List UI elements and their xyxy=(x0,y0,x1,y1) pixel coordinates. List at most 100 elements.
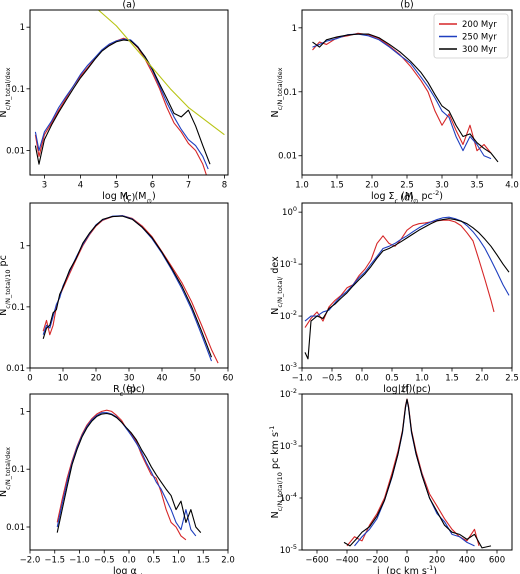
x-tick-label: 0.5 xyxy=(147,556,161,566)
x-tick-label: 40 xyxy=(157,374,168,384)
x-tick-label: −200 xyxy=(365,556,388,566)
y-tick-label: 0.1 xyxy=(11,465,25,475)
series-line-250-myr xyxy=(312,33,492,160)
y-tick-label: 10-5 xyxy=(280,543,297,556)
series-line-300-myr xyxy=(42,215,213,358)
plot-frame xyxy=(301,202,513,369)
y-axis-label: Nc/N_total/dex xyxy=(270,67,284,117)
x-tick-label: 0.0 xyxy=(122,556,136,566)
x-tick-label: 4 xyxy=(78,181,83,191)
x-tick-label: 3.5 xyxy=(470,181,484,191)
series-line-250-myr xyxy=(56,412,197,537)
y-axis-label: Nc/N_total/ dex xyxy=(270,256,284,315)
y-tick-label: 10-2 xyxy=(280,387,297,400)
series-line-300-myr xyxy=(34,39,211,165)
x-tick-label: 600 xyxy=(489,556,505,566)
y-axis-label: Nc/N_total/dex xyxy=(0,67,12,117)
series-line-200-myr xyxy=(346,398,480,547)
x-tick-label: 0.5 xyxy=(385,374,399,384)
y-tick-label: 10-3 xyxy=(280,361,297,374)
y-tick-label: 10-2 xyxy=(280,309,297,322)
y-tick-label: 10-1 xyxy=(280,257,297,270)
x-tick-label: 0 xyxy=(404,556,409,566)
y-tick-label: 1 xyxy=(20,242,25,252)
plot-frame xyxy=(29,9,229,176)
panel-title: (a) xyxy=(122,0,135,11)
x-tick-label: 2.0 xyxy=(365,181,379,191)
x-tick-label: −1.5 xyxy=(44,556,65,566)
series-line-300-myr xyxy=(312,33,499,163)
x-tick-label: 1.5 xyxy=(330,181,344,191)
x-tick-label: 60 xyxy=(223,374,234,384)
y-tick-label: 0.1 xyxy=(11,85,25,95)
x-tick-label: 6 xyxy=(150,181,155,191)
y-tick-label: 0.01 xyxy=(6,523,25,533)
x-tick-label: 10 xyxy=(58,374,69,384)
plot-frame xyxy=(29,393,229,551)
panel-d: −1.0 −0.5 0.0 0.5 1.0 1.5 2.0 2.5 10-3 10-2 10-1 10… xyxy=(270,193,519,396)
y-tick-label: 100 xyxy=(282,205,297,218)
x-tick-label: −400 xyxy=(335,556,358,566)
panel-title: (c) xyxy=(123,193,136,204)
plot-frame xyxy=(301,393,513,551)
y-tick-label: 0.01 xyxy=(6,146,25,156)
series-line-250-myr xyxy=(34,38,209,170)
x-tick-label: 1.0 xyxy=(172,556,186,566)
x-tick-label: 8 xyxy=(222,181,227,191)
series-line-250-myr xyxy=(354,399,475,547)
series-line-250-myr xyxy=(42,215,213,362)
x-tick-label: 0.0 xyxy=(355,374,369,384)
plot-frame xyxy=(29,202,229,369)
panel-title: (e) xyxy=(122,384,135,395)
series-line-300-myr xyxy=(56,412,202,533)
panel-b: 1.0 1.5 2.0 2.5 3.0 3.5 4.0 0.01 0.1 1 (b) log Σc (… xyxy=(270,0,519,205)
x-tick-label: −1.0 xyxy=(69,556,90,566)
y-tick-label: 10-3 xyxy=(280,439,297,452)
x-tick-label: 7 xyxy=(186,181,191,191)
series-line-200-myr xyxy=(56,409,187,541)
y-tick-label: 0.01 xyxy=(278,152,297,162)
x-tick-label: 1.5 xyxy=(445,374,459,384)
x-tick-label: −2.0 xyxy=(20,556,41,566)
x-axis-label: log|z| (pc) xyxy=(383,384,431,395)
legend-label: 300 Myr xyxy=(462,45,497,55)
panel-title: (d) xyxy=(400,193,413,204)
x-tick-label: 2.0 xyxy=(221,556,235,566)
x-axis-label: log αvir xyxy=(113,566,145,574)
x-tick-label: 1.0 xyxy=(415,374,429,384)
x-tick-label: 4.0 xyxy=(505,181,519,191)
series-line-200-myr xyxy=(34,37,207,175)
y-tick-label: 1 xyxy=(292,24,297,34)
legend-label: 250 Myr xyxy=(462,33,497,43)
x-tick-label: 1.0 xyxy=(295,181,309,191)
x-tick-label: −0.5 xyxy=(94,556,115,566)
x-tick-label: 20 xyxy=(91,374,102,384)
legend-box xyxy=(433,13,509,59)
x-tick-label: 50 xyxy=(190,374,201,384)
series-line-fit xyxy=(98,10,225,136)
x-tick-label: 5 xyxy=(114,181,119,191)
x-tick-label: 3 xyxy=(42,181,47,191)
x-tick-label: −600 xyxy=(305,556,328,566)
x-tick-label: 0 xyxy=(27,374,32,384)
y-tick-label: 0.1 xyxy=(11,303,25,313)
series-line-300-myr xyxy=(304,218,510,360)
y-axis-label: Nc/N_total/10 pc xyxy=(0,255,12,316)
x-axis-label: jz (pc km s-1) xyxy=(376,564,437,574)
series-line-300-myr xyxy=(343,398,492,549)
y-axis-label: Nc/N_total/10 pc km s-1 xyxy=(268,426,284,519)
panel-title: (f) xyxy=(402,384,413,395)
series-line-250-myr xyxy=(304,216,510,322)
y-tick-label: 10-4 xyxy=(280,491,297,504)
x-tick-label: 2.5 xyxy=(400,181,414,191)
panel-f: −600 −400 −200 0 200 400 600 10-5 10-3 10-2 10-4 (f… xyxy=(268,384,513,574)
x-tick-label: −0.5 xyxy=(322,374,343,384)
x-tick-label: 30 xyxy=(124,374,135,384)
series-line-200-myr xyxy=(42,215,219,364)
x-tick-label: 400 xyxy=(459,556,475,566)
y-tick-label: 0.1 xyxy=(283,88,297,98)
legend-label: 200 Myr xyxy=(462,20,497,30)
y-tick-label: 1 xyxy=(20,407,25,417)
